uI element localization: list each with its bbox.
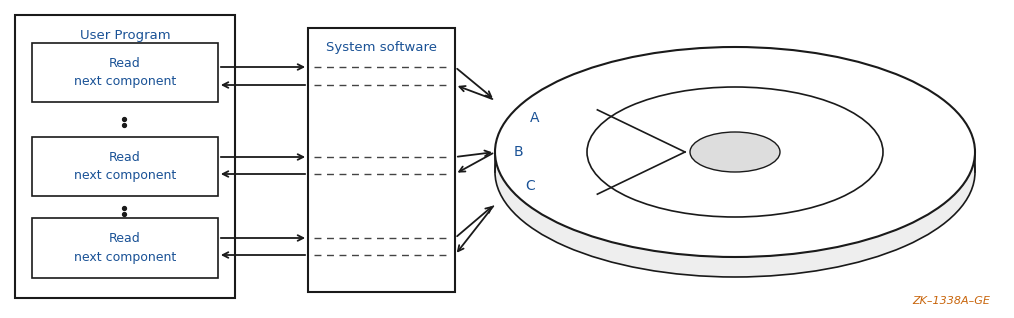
Bar [32,137,218,196]
Text: Read
next component: Read next component [74,232,176,264]
Bar [15,15,235,298]
Bar [32,218,218,278]
Bar [32,43,218,102]
Ellipse shape [495,47,975,257]
Ellipse shape [587,87,883,217]
Text: A: A [530,111,539,125]
Text: B: B [514,145,523,159]
Text: C: C [525,179,534,193]
Ellipse shape [587,107,883,237]
Text: Read
next component: Read next component [74,57,176,88]
Text: User Program: User Program [80,29,170,42]
Bar [308,28,455,292]
Text: Read
next component: Read next component [74,151,176,182]
Text: System software: System software [325,41,437,54]
Ellipse shape [690,132,780,172]
Text: ZK–1338A–GE: ZK–1338A–GE [913,296,990,306]
Ellipse shape [495,67,975,277]
